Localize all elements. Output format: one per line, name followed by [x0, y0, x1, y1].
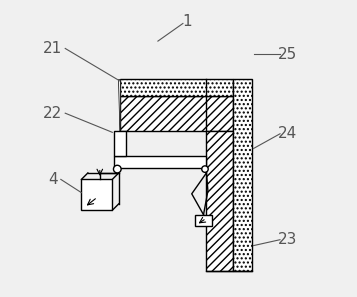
Bar [114, 131, 126, 156]
Bar [114, 156, 206, 168]
Text: 24: 24 [278, 126, 297, 141]
Text: 23: 23 [278, 232, 297, 247]
Text: 1: 1 [182, 15, 192, 29]
Bar [120, 96, 233, 131]
Text: 4: 4 [48, 172, 57, 187]
Bar [120, 79, 233, 96]
Polygon shape [118, 79, 120, 156]
Circle shape [202, 166, 208, 172]
Text: 21: 21 [43, 41, 62, 56]
Bar [206, 131, 233, 271]
Bar [195, 215, 212, 227]
Bar [233, 79, 252, 271]
Text: 22: 22 [43, 106, 62, 121]
Circle shape [114, 165, 121, 173]
Bar [81, 179, 112, 210]
Text: 25: 25 [278, 47, 297, 62]
